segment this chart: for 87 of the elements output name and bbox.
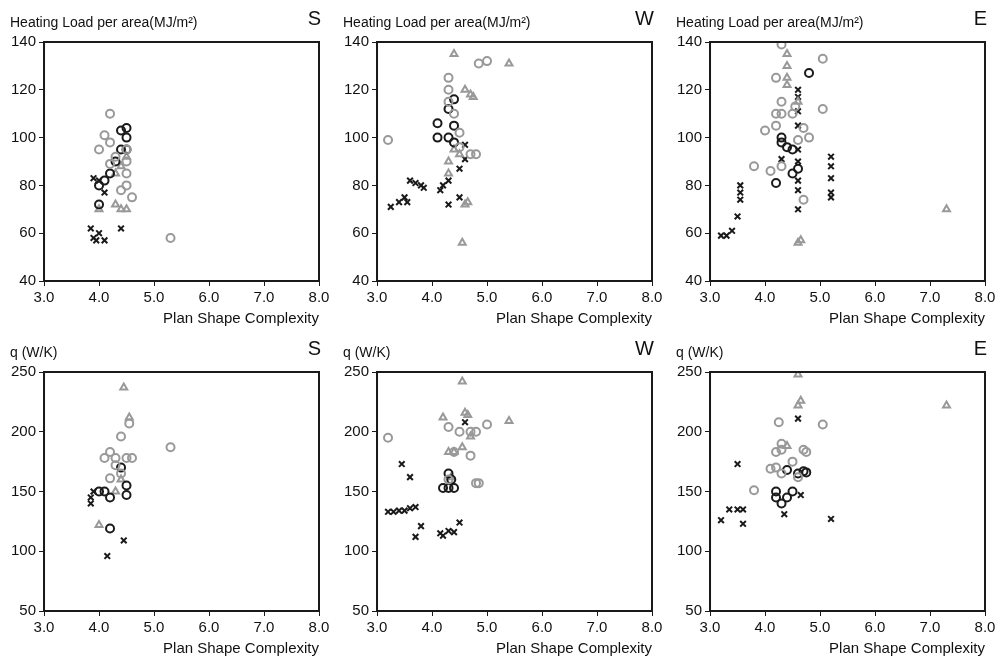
x-tick-label: 4.0 <box>88 618 110 636</box>
x-tick-label: 8.0 <box>308 288 330 306</box>
y-axis-title: q (W/K) <box>343 344 391 360</box>
x-tick-label: 3.0 <box>33 288 55 306</box>
chart-title: S <box>307 337 321 360</box>
y-tick-label: 60 <box>19 223 37 241</box>
x-tick-label: 7.0 <box>253 618 275 636</box>
y-tick-label: 120 <box>11 79 37 97</box>
x-tick-label: 7.0 <box>586 618 608 636</box>
x-tick-label: 4.0 <box>421 618 443 636</box>
y-tick-label: 250 <box>11 362 37 380</box>
x-tick-label: 4.0 <box>754 288 776 306</box>
x-tick-label: 5.0 <box>476 618 498 636</box>
y-tick-label: 50 <box>352 601 370 619</box>
x-tick-label: 8.0 <box>641 618 663 636</box>
x-tick-label: 3.0 <box>33 618 55 636</box>
y-tick-label: 100 <box>344 541 370 559</box>
y-axis-title: q (W/K) <box>676 344 724 360</box>
x-tick-label: 8.0 <box>974 618 996 636</box>
x-axis-title: Plan Shape Complexity <box>829 639 986 657</box>
y-tick-label: 80 <box>352 175 370 193</box>
y-tick-label: 100 <box>677 127 703 145</box>
x-tick-label: 6.0 <box>531 288 553 306</box>
y-tick-label: 80 <box>685 175 703 193</box>
x-tick-label: 5.0 <box>809 288 831 306</box>
x-axis-title: Plan Shape Complexity <box>496 309 653 327</box>
x-axis-title: Plan Shape Complexity <box>829 309 986 327</box>
y-axis-title: Heating Load per area(MJ/m²) <box>343 14 531 30</box>
y-tick-label: 200 <box>11 421 37 439</box>
y-tick-label: 150 <box>677 481 703 499</box>
x-tick-label: 5.0 <box>476 288 498 306</box>
x-tick-label: 4.0 <box>88 288 110 306</box>
y-tick-label: 40 <box>685 271 703 289</box>
x-tick-label: 3.0 <box>699 288 721 306</box>
y-tick-label: 150 <box>344 481 370 499</box>
y-tick-label: 100 <box>11 541 37 559</box>
x-tick-label: 5.0 <box>143 288 165 306</box>
y-tick-label: 140 <box>344 32 370 50</box>
y-tick-label: 120 <box>677 79 703 97</box>
x-tick-label: 4.0 <box>754 618 776 636</box>
y-tick-label: 50 <box>685 601 703 619</box>
x-tick-label: 7.0 <box>919 288 941 306</box>
chart-title: W <box>635 337 654 360</box>
chart-title: E <box>973 7 987 30</box>
y-axis-title: Heating Load per area(MJ/m²) <box>676 14 864 30</box>
x-tick-label: 8.0 <box>974 288 996 306</box>
y-tick-label: 80 <box>19 175 37 193</box>
x-tick-label: 7.0 <box>586 288 608 306</box>
y-axis-title: Heating Load per area(MJ/m²) <box>10 14 198 30</box>
x-axis-title: Plan Shape Complexity <box>496 639 653 657</box>
chart-title: W <box>635 7 654 30</box>
y-tick-label: 150 <box>11 481 37 499</box>
x-tick-label: 7.0 <box>919 618 941 636</box>
y-tick-label: 100 <box>677 541 703 559</box>
x-tick-label: 3.0 <box>699 618 721 636</box>
y-tick-label: 50 <box>19 601 37 619</box>
y-tick-label: 200 <box>677 421 703 439</box>
x-tick-label: 6.0 <box>531 618 553 636</box>
y-tick-label: 40 <box>352 271 370 289</box>
x-tick-label: 3.0 <box>366 618 388 636</box>
y-tick-label: 140 <box>677 32 703 50</box>
x-tick-label: 8.0 <box>641 288 663 306</box>
x-tick-label: 6.0 <box>198 288 220 306</box>
y-tick-label: 40 <box>19 271 37 289</box>
x-axis-title: Plan Shape Complexity <box>163 309 320 327</box>
y-tick-label: 140 <box>11 32 37 50</box>
y-tick-label: 200 <box>344 421 370 439</box>
x-tick-label: 6.0 <box>864 288 886 306</box>
x-tick-label: 7.0 <box>253 288 275 306</box>
x-tick-label: 6.0 <box>198 618 220 636</box>
x-tick-label: 5.0 <box>809 618 831 636</box>
y-tick-label: 250 <box>677 362 703 380</box>
chart-title: E <box>973 337 987 360</box>
x-tick-label: 6.0 <box>864 618 886 636</box>
y-tick-label: 250 <box>344 362 370 380</box>
x-tick-label: 3.0 <box>366 288 388 306</box>
y-tick-label: 60 <box>685 223 703 241</box>
y-tick-label: 120 <box>344 79 370 97</box>
x-tick-label: 4.0 <box>421 288 443 306</box>
y-tick-label: 100 <box>344 127 370 145</box>
x-tick-label: 8.0 <box>308 618 330 636</box>
x-tick-label: 5.0 <box>143 618 165 636</box>
y-tick-label: 100 <box>11 127 37 145</box>
y-tick-label: 60 <box>352 223 370 241</box>
chart-title: S <box>307 7 321 30</box>
x-axis-title: Plan Shape Complexity <box>163 639 320 657</box>
y-axis-title: q (W/K) <box>10 344 58 360</box>
